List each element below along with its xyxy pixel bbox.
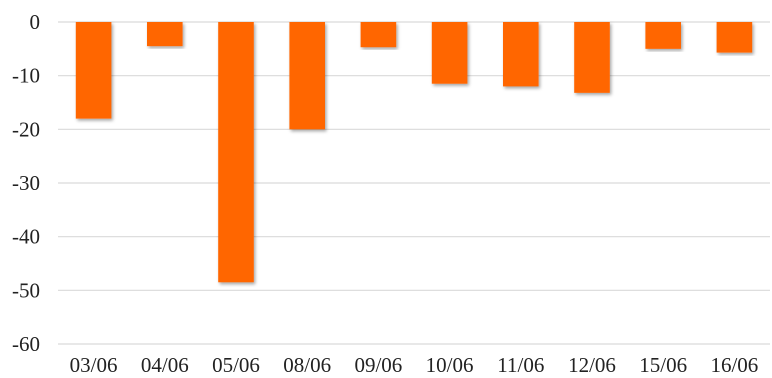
- bar-series: [75, 22, 753, 283]
- bar-16-06: [716, 22, 753, 53]
- bar-15-06: [645, 22, 681, 49]
- y-tick-label: -30: [12, 171, 40, 195]
- y-axis: 0 -10 -20 -30 -40 -50 -60: [12, 10, 40, 356]
- bar-05-06: [218, 22, 254, 283]
- x-tick-label: 05/06: [212, 353, 260, 377]
- x-tick-label: 11/06: [497, 353, 544, 377]
- x-tick-label: 10/06: [426, 353, 474, 377]
- x-tick-label: 04/06: [141, 353, 189, 377]
- x-tick-label: 03/06: [70, 353, 118, 377]
- x-tick-label: 09/06: [354, 353, 402, 377]
- x-tick-label: 12/06: [568, 353, 616, 377]
- bar-04-06: [147, 22, 183, 47]
- bar-10-06: [431, 22, 468, 84]
- y-tick-label: -50: [12, 278, 40, 302]
- bar-12-06: [574, 22, 610, 93]
- y-tick-label: -20: [12, 117, 40, 141]
- bar-08-06: [289, 22, 325, 130]
- x-tick-label: 08/06: [283, 353, 331, 377]
- bar-09-06: [360, 22, 397, 48]
- x-tick-label: 16/06: [710, 353, 758, 377]
- x-tick-label: 15/06: [639, 353, 687, 377]
- y-tick-label: 0: [30, 10, 41, 34]
- y-tick-label: -40: [12, 225, 40, 249]
- gridlines: [58, 21, 770, 345]
- y-tick-label: -10: [12, 64, 40, 88]
- x-axis: 03/06 04/06 05/06 08/06 09/06 10/06 11/06 12/06…: [70, 353, 759, 377]
- bar-11-06: [503, 22, 539, 87]
- y-tick-label: -60: [12, 332, 40, 356]
- bar-03-06: [75, 22, 112, 119]
